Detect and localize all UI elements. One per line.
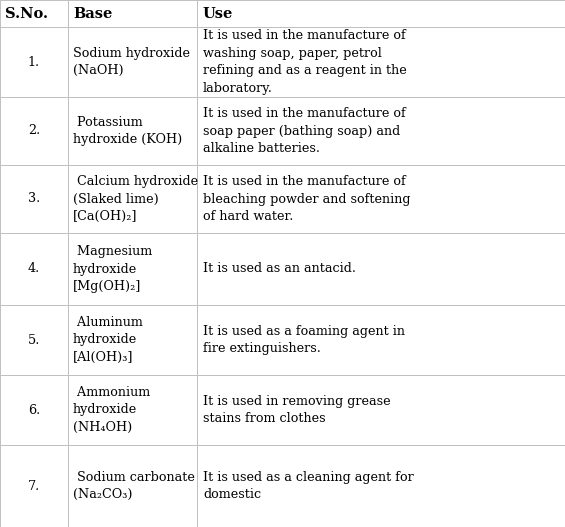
Text: It is used as a foaming agent in
fire extinguishers.: It is used as a foaming agent in fire ex… xyxy=(203,325,405,355)
Bar xyxy=(197,375,565,445)
Text: S.No.: S.No. xyxy=(5,6,48,21)
Text: It is used in the manufacture of
bleaching powder and softening
of hard water.: It is used in the manufacture of bleachi… xyxy=(203,175,411,223)
Bar xyxy=(68,27,197,97)
Text: Potassium
hydroxide (KOH): Potassium hydroxide (KOH) xyxy=(73,116,182,147)
Bar xyxy=(68,97,197,165)
Text: Ammonium
hydroxide
(NH₄OH): Ammonium hydroxide (NH₄OH) xyxy=(73,386,150,434)
Text: 2.: 2. xyxy=(28,124,40,138)
Text: Sodium carbonate
(Na₂CO₃): Sodium carbonate (Na₂CO₃) xyxy=(73,471,195,501)
Bar xyxy=(197,165,565,233)
Text: 3.: 3. xyxy=(28,192,40,206)
Bar xyxy=(68,305,197,375)
Bar xyxy=(0,0,68,27)
Bar xyxy=(197,27,565,97)
Text: Use: Use xyxy=(202,6,232,21)
Bar xyxy=(0,375,68,445)
Bar xyxy=(0,97,68,165)
Text: Base: Base xyxy=(73,6,112,21)
Bar xyxy=(197,0,565,27)
Bar xyxy=(68,165,197,233)
Bar xyxy=(197,233,565,305)
Text: It is used in the manufacture of
soap paper (bathing soap) and
alkaline batterie: It is used in the manufacture of soap pa… xyxy=(203,107,406,155)
Bar xyxy=(68,375,197,445)
Text: Sodium hydroxide
(NaOH): Sodium hydroxide (NaOH) xyxy=(73,47,190,77)
Bar xyxy=(0,305,68,375)
Text: 5.: 5. xyxy=(28,334,40,346)
Text: It is used as a cleaning agent for
domestic: It is used as a cleaning agent for domes… xyxy=(203,471,414,501)
Bar xyxy=(197,445,565,527)
Bar xyxy=(68,0,197,27)
Bar xyxy=(197,97,565,165)
Bar xyxy=(0,233,68,305)
Text: 4.: 4. xyxy=(28,262,40,276)
Text: 7.: 7. xyxy=(28,480,40,493)
Text: It is used as an antacid.: It is used as an antacid. xyxy=(203,262,356,276)
Text: It is used in removing grease
stains from clothes: It is used in removing grease stains fro… xyxy=(203,395,390,425)
Text: Calcium hydroxide
(Slaked lime)
[Ca(OH)₂]: Calcium hydroxide (Slaked lime) [Ca(OH)₂… xyxy=(73,175,198,223)
Text: Magnesium
hydroxide
[Mg(OH)₂]: Magnesium hydroxide [Mg(OH)₂] xyxy=(73,245,152,293)
Text: 6.: 6. xyxy=(28,404,40,416)
Text: 1.: 1. xyxy=(28,55,40,69)
Bar xyxy=(197,305,565,375)
Bar xyxy=(0,445,68,527)
Bar xyxy=(68,445,197,527)
Bar xyxy=(0,165,68,233)
Bar xyxy=(0,27,68,97)
Text: It is used in the manufacture of
washing soap, paper, petrol
refining and as a r: It is used in the manufacture of washing… xyxy=(203,30,407,95)
Bar xyxy=(68,233,197,305)
Text: Aluminum
hydroxide
[Al(OH)₃]: Aluminum hydroxide [Al(OH)₃] xyxy=(73,316,143,364)
